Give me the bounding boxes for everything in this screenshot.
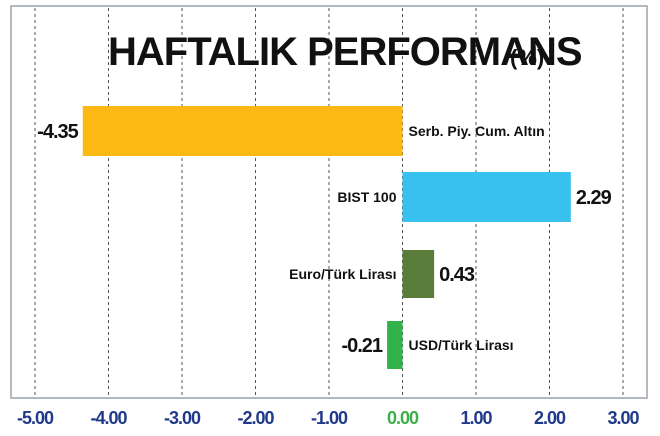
x-axis-ticks: -5.00 -4.00 -3.00 -2.00 -1.00 0.00 1.00 2.00 3.0…	[17, 408, 641, 428]
x-tick-label: -5.00	[17, 408, 54, 428]
category-label: BIST 100	[337, 189, 396, 205]
x-tick-label: -1.00	[311, 408, 348, 428]
category-label: Serb. Piy. Cum. Altın	[409, 123, 545, 139]
chart-title: HAFTALIK PERFORMANS	[108, 30, 582, 74]
x-tick-label: -2.00	[237, 408, 274, 428]
x-tick-label: -3.00	[164, 408, 201, 428]
bar	[402, 250, 435, 298]
bars: -4.35 Serb. Piy. Cum. Altın 2.29 BIST 100 0.…	[37, 106, 613, 369]
x-tick-label: 0.00	[387, 408, 419, 428]
x-tick-label: 1.00	[460, 408, 492, 428]
x-tick-label: -4.00	[90, 408, 127, 428]
bar	[82, 106, 403, 156]
chart-subtitle: (%)	[510, 45, 544, 70]
bar	[387, 321, 403, 369]
x-tick-label: 3.00	[607, 408, 639, 428]
bar	[402, 172, 571, 222]
value-label: 0.43	[439, 264, 475, 286]
value-label: 2.29	[576, 187, 612, 209]
value-label: -4.35	[37, 121, 78, 143]
category-label: Euro/Türk Lirası	[289, 266, 396, 282]
category-label: USD/Türk Lirası	[409, 337, 514, 353]
x-tick-label: 2.00	[534, 408, 566, 428]
value-label: -0.21	[341, 335, 382, 357]
